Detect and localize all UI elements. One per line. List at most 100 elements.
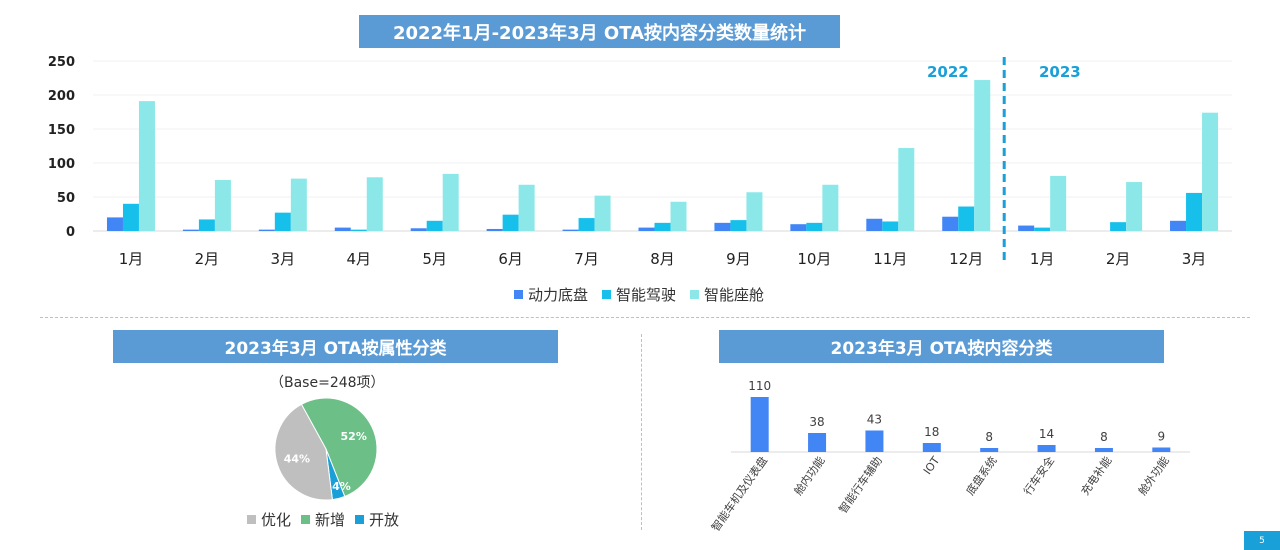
bar-power-chassis [486, 228, 503, 231]
legend-swatch-optimize [247, 515, 256, 524]
legend-label-power-chassis: 动力底盘 [528, 286, 589, 304]
x-tick-label: 9月 [726, 250, 751, 268]
x-tick-label: 3月 [271, 250, 296, 268]
bar-smart-driving [122, 203, 139, 231]
bar-power-chassis [258, 229, 275, 231]
bar-smart-cockpit [138, 101, 155, 232]
y-tick-label: 100 [48, 157, 75, 172]
bar-power-chassis [410, 228, 427, 231]
legend-label-smart-cockpit: 智能座舱 [704, 286, 765, 304]
bar-smart-cockpit [746, 192, 763, 231]
page-number: 5 [1244, 531, 1280, 550]
x-tick-label: 4月 [346, 250, 371, 268]
content-bar [865, 430, 884, 452]
x-tick-label: 12月 [949, 250, 983, 268]
pie-slice-new [300, 397, 378, 498]
bar-power-chassis [638, 227, 655, 231]
main-chart-legend: 动力底盘 智能驾驶 智能座舱 [514, 284, 778, 305]
bar-smart-cockpit [518, 184, 535, 231]
x-tick-label: 3月 [1182, 250, 1207, 268]
year-label-2022: 2022 [927, 63, 969, 81]
bar-power-chassis [562, 229, 579, 231]
y-tick-label: 250 [48, 55, 75, 70]
bar-smart-driving [730, 220, 747, 231]
pie-slice-optimize [274, 403, 333, 501]
main-chart-title: 2022年1月-2023年3月 OTA按内容分类数量统计 [359, 15, 840, 48]
bar-smart-cockpit [366, 177, 383, 231]
y-tick-label: 50 [57, 191, 75, 206]
content-bar [1037, 445, 1056, 452]
bar-smart-cockpit [822, 184, 839, 231]
content-chart-title: 2023年3月 OTA按内容分类 [719, 330, 1164, 363]
y-tick-label: 150 [48, 123, 75, 138]
bar-smart-driving [882, 221, 899, 231]
content-bar-data-label: 9 [1157, 430, 1165, 444]
content-x-tick-label: IOT [921, 454, 942, 477]
content-x-tick-label: 充电补能 [1078, 454, 1115, 498]
bar-smart-driving [654, 222, 671, 231]
bar-power-chassis [942, 216, 959, 231]
legend-label-optimize: 优化 [261, 511, 292, 529]
content-x-tick-label: 智能行车辅助 [836, 454, 885, 516]
content-bar [750, 397, 769, 452]
pie-chart-legend: 优化 新增 开放 [247, 509, 413, 530]
legend-swatch-open [355, 515, 365, 524]
content-bar-data-label: 18 [924, 425, 939, 439]
legend-label-new: 新增 [315, 511, 346, 529]
bar-smart-cockpit [594, 195, 611, 231]
legend-swatch-smart-cockpit [690, 290, 700, 299]
bar-power-chassis [790, 224, 807, 231]
bar-smart-cockpit [898, 148, 915, 231]
content-bar-data-label: 14 [1039, 427, 1054, 441]
x-tick-label: 1月 [1030, 250, 1055, 268]
x-tick-label: 5月 [422, 250, 447, 268]
pie-data-label: 52% [341, 430, 367, 443]
bar-power-chassis [714, 222, 731, 231]
legend-swatch-power-chassis [514, 290, 523, 299]
pie-base-note: （Base=248项） [270, 375, 385, 391]
y-tick-label: 200 [48, 89, 75, 104]
content-bar-data-label: 8 [1100, 430, 1108, 444]
bar-smart-driving [806, 222, 823, 231]
bar-smart-cockpit [974, 80, 991, 231]
bar-smart-cockpit [1126, 182, 1143, 231]
content-bar [808, 433, 827, 452]
bar-smart-cockpit [1202, 112, 1219, 231]
bar-smart-driving [1110, 222, 1127, 231]
bar-smart-cockpit [1050, 175, 1067, 231]
bar-smart-driving [502, 214, 519, 231]
bar-smart-driving [1186, 192, 1203, 231]
content-bar [922, 443, 941, 452]
content-x-tick-label: 行车安全 [1020, 454, 1057, 498]
x-tick-label: 11月 [873, 250, 907, 268]
attribute-chart-title: 2023年3月 OTA按属性分类 [113, 330, 558, 363]
x-tick-label: 6月 [498, 250, 523, 268]
content-bar-data-label: 110 [748, 379, 771, 393]
legend-item-optimize: 优化 [247, 509, 291, 530]
legend-item-new: 新增 [301, 509, 345, 530]
bar-smart-driving [198, 219, 215, 231]
legend-swatch-new [301, 515, 311, 524]
x-tick-label: 7月 [574, 250, 599, 268]
bar-power-chassis [866, 218, 883, 231]
legend-item-smart-driving: 智能驾驶 [602, 284, 676, 305]
x-tick-label: 8月 [650, 250, 675, 268]
vertical-divider [641, 334, 642, 530]
content-bar-data-label: 43 [867, 413, 882, 427]
bar-smart-driving [274, 212, 291, 231]
bar-smart-driving [958, 206, 975, 231]
content-x-tick-label: 底盘系统 [963, 454, 1000, 498]
content-bar-data-label: 38 [809, 415, 824, 429]
year-label-2023: 2023 [1039, 63, 1081, 81]
x-tick-label: 10月 [797, 250, 831, 268]
legend-item-power-chassis: 动力底盘 [514, 284, 588, 305]
pie-data-label: 44% [284, 452, 310, 465]
bar-power-chassis [106, 217, 123, 231]
y-tick-label: 0 [66, 225, 75, 240]
x-tick-label: 1月 [119, 250, 144, 268]
x-tick-label: 2月 [195, 250, 220, 268]
content-bar [1152, 447, 1171, 452]
horizontal-divider [40, 317, 1250, 318]
content-bar-data-label: 8 [985, 430, 993, 444]
content-x-tick-label: 舱外功能 [1135, 454, 1172, 498]
